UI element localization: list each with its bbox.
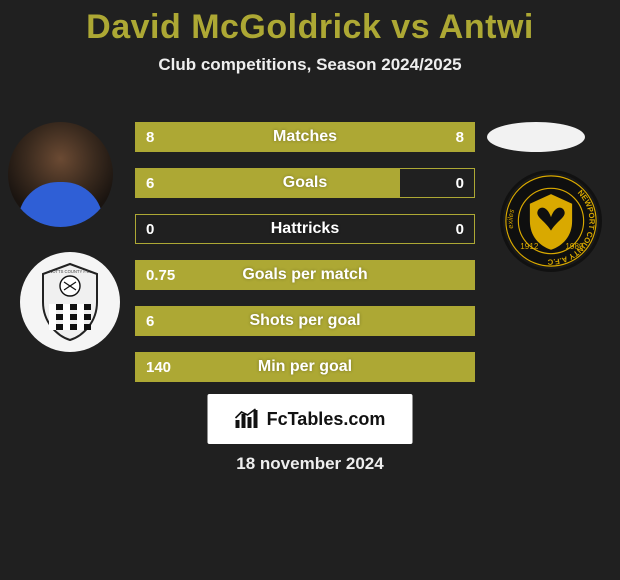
- stat-row-goals-per-match: 0.75 Goals per match: [135, 260, 475, 290]
- stat-row-matches: 8 Matches 8: [135, 122, 475, 152]
- newport-county-badge-icon: NEWPORT COUNTY A.F.C exiles 1912 1989: [503, 171, 599, 271]
- stat-row-hattricks: 0 Hattricks 0: [135, 214, 475, 244]
- team-right-badge: NEWPORT COUNTY A.F.C exiles 1912 1989: [500, 170, 602, 272]
- stat-label: Goals: [136, 169, 474, 197]
- stats-container: 8 Matches 8 6 Goals 0 0 Hattricks 0 0.75…: [135, 122, 475, 398]
- stat-label: Goals per match: [136, 261, 474, 289]
- watermark: FcTables.com: [208, 394, 413, 444]
- badge-year-right: 1989: [565, 242, 584, 251]
- stat-right-value: 8: [446, 123, 474, 151]
- stat-right-value: [454, 261, 474, 289]
- bar-chart-icon: [235, 408, 261, 430]
- stat-right-value: 0: [446, 215, 474, 243]
- stat-right-value: 0: [446, 169, 474, 197]
- stat-right-value: [454, 353, 474, 381]
- stat-row-goals: 6 Goals 0: [135, 168, 475, 198]
- player-right-photo-placeholder: [487, 122, 585, 152]
- subtitle: Club competitions, Season 2024/2025: [0, 55, 620, 75]
- stat-label: Hattricks: [136, 215, 474, 243]
- notts-county-shield-icon: NOTTS COUNTY F.C.: [37, 262, 103, 342]
- stat-right-value: [454, 307, 474, 335]
- team-left-badge: NOTTS COUNTY F.C.: [20, 252, 120, 352]
- badge-year-left: 1912: [520, 242, 539, 251]
- svg-text:NOTTS COUNTY F.C.: NOTTS COUNTY F.C.: [49, 269, 91, 274]
- watermark-text: FcTables.com: [267, 409, 386, 430]
- stat-label: Matches: [136, 123, 474, 151]
- date-line: 18 november 2024: [0, 454, 620, 474]
- stat-label: Min per goal: [136, 353, 474, 381]
- stat-label: Shots per goal: [136, 307, 474, 335]
- svg-text:exiles: exiles: [506, 208, 517, 229]
- player-left-photo: [8, 122, 113, 227]
- page-title: David McGoldrick vs Antwi: [0, 0, 620, 47]
- stat-row-min-per-goal: 140 Min per goal: [135, 352, 475, 382]
- stat-row-shots-per-goal: 6 Shots per goal: [135, 306, 475, 336]
